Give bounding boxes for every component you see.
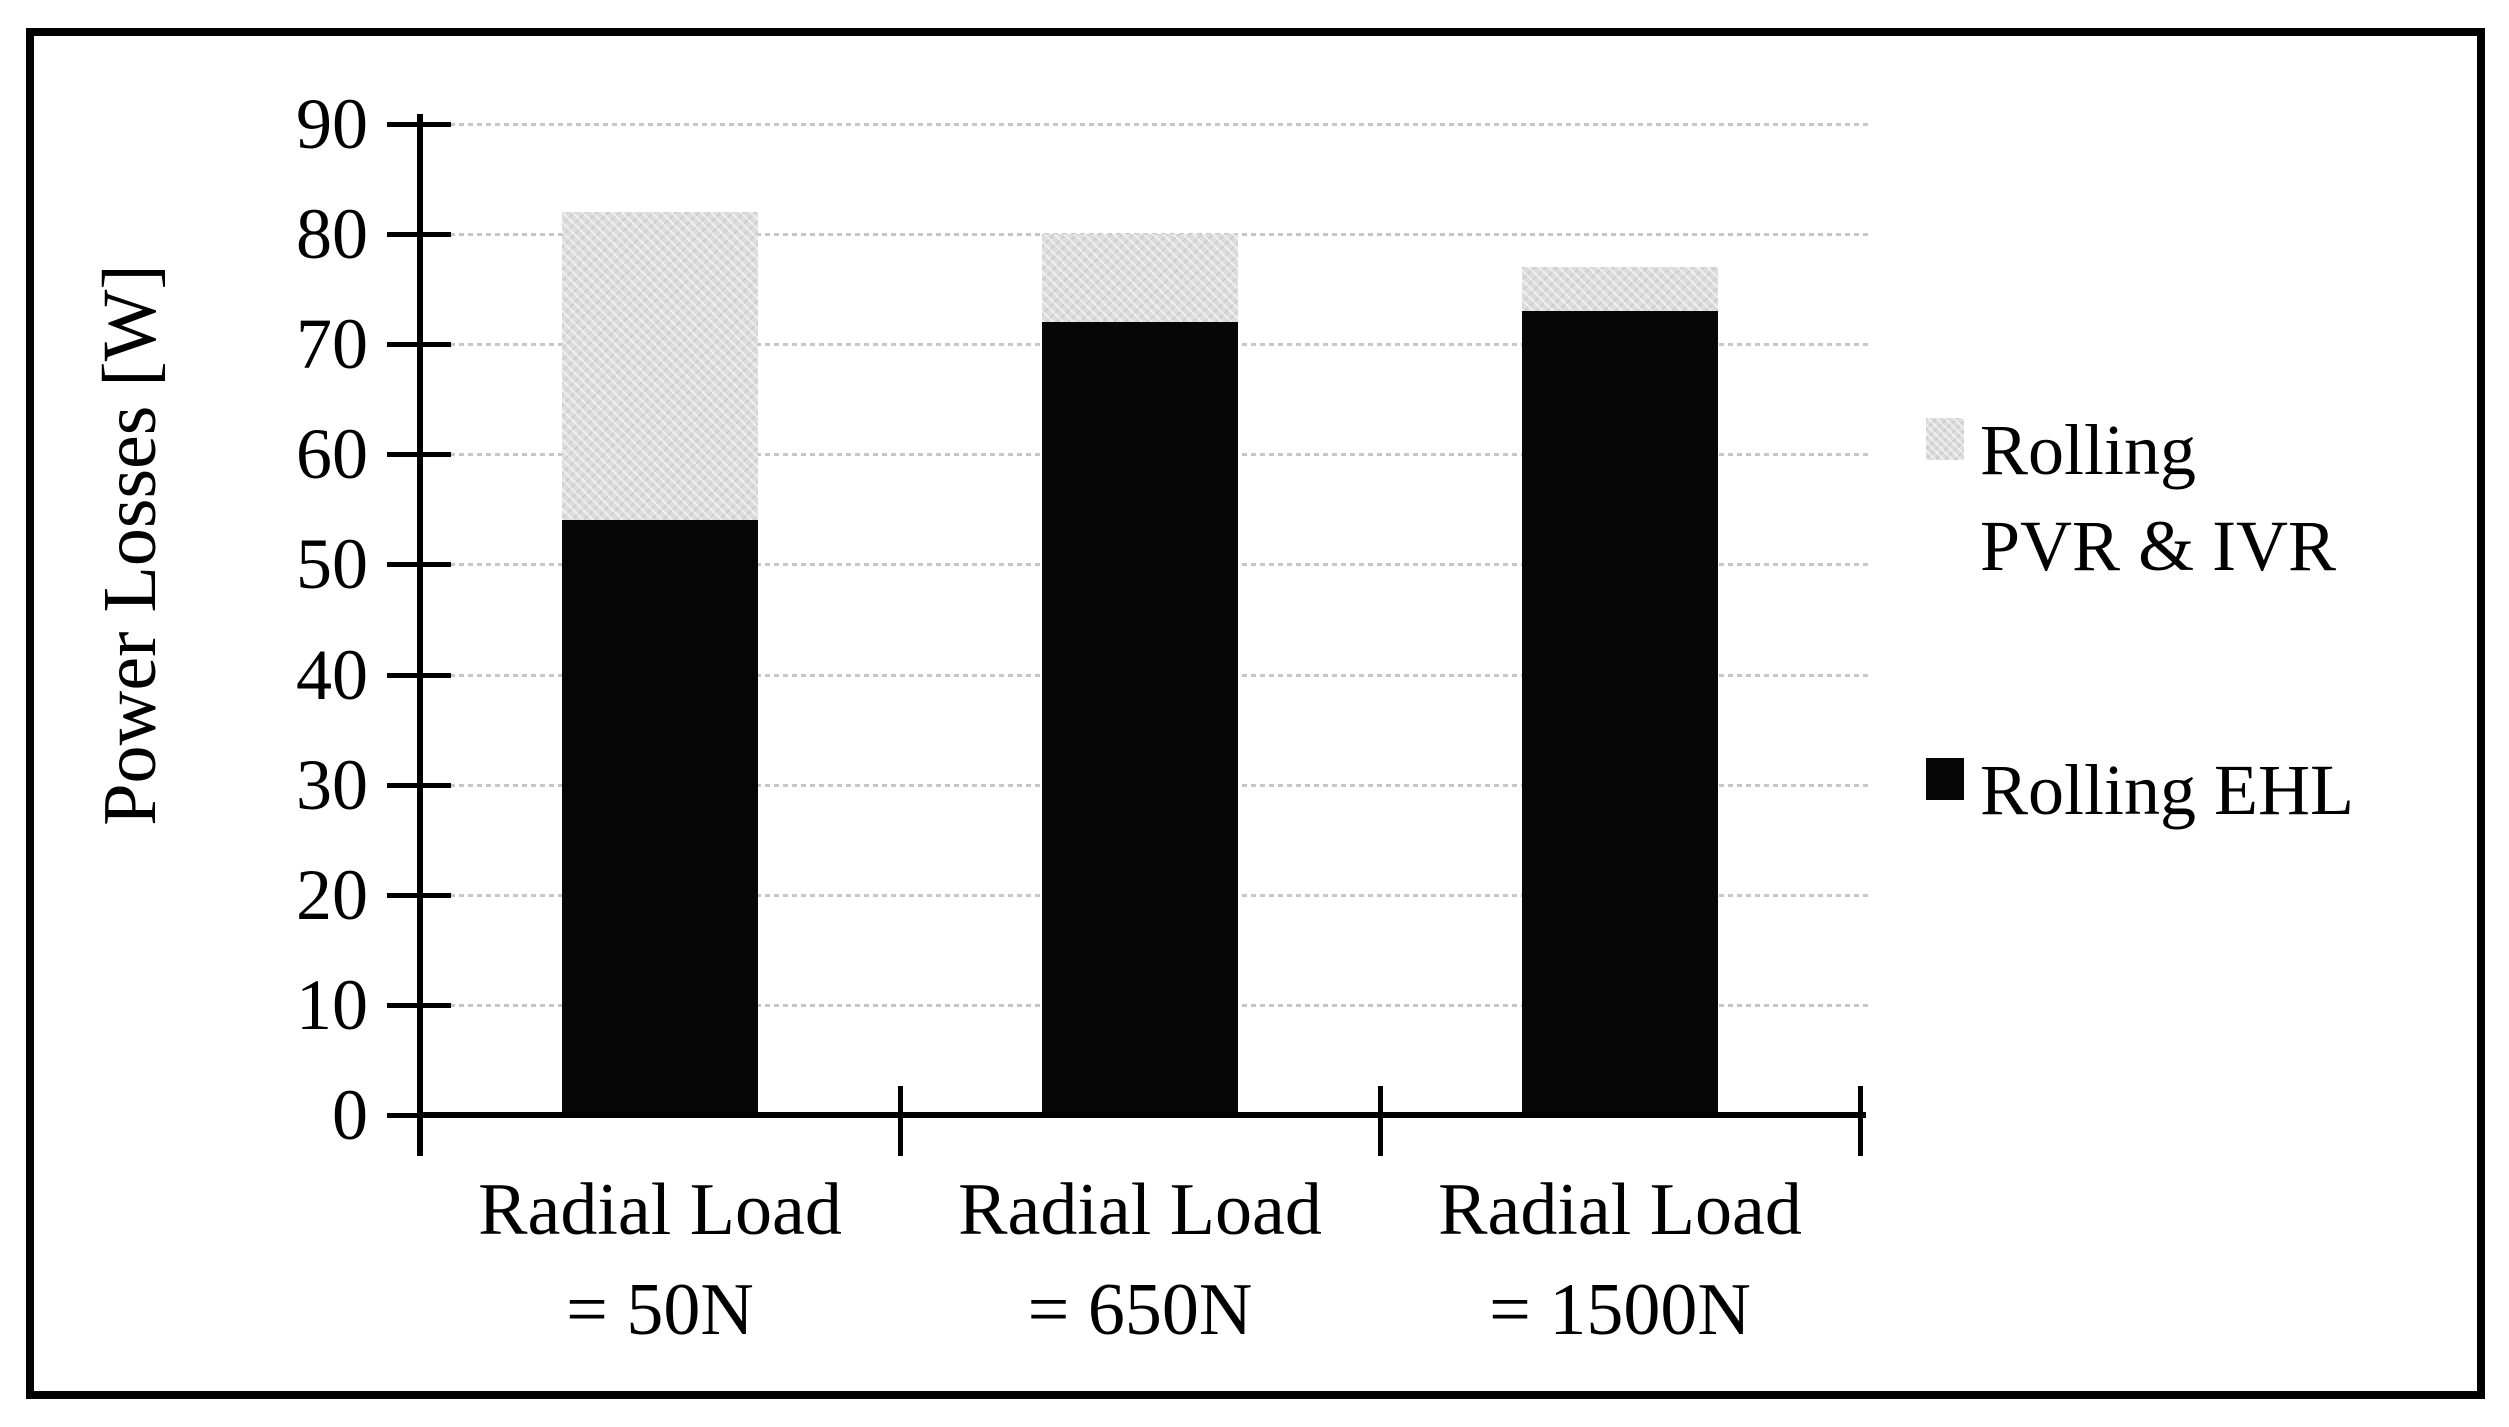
bar-segment-rolling-ehl [1522,311,1718,1115]
x-tick [418,1086,423,1156]
y-axis-line [417,114,423,1156]
y-tick-label: 10 [296,965,368,1045]
bar-segment-rolling-ehl [562,520,758,1115]
legend-item-rolling-pvr-ivr: Rolling PVR & IVR [1926,402,2336,594]
y-tick-label: 0 [332,1075,368,1155]
y-tick [387,452,451,457]
y-tick [387,673,451,678]
x-tick [898,1086,903,1156]
legend-label-rolling-ehl: Rolling EHL [1980,750,2354,830]
y-tick-label: 70 [296,304,368,384]
y-tick [387,783,451,788]
y-tick-label: 20 [296,855,368,935]
bar-segment-rolling-pvr-ivr [1522,267,1718,311]
x-tick [1378,1086,1383,1156]
y-tick-label: 50 [296,524,368,604]
bar-segment-rolling-pvr-ivr [1042,234,1238,322]
y-tick-label: 80 [296,194,368,274]
y-tick [387,232,451,237]
gridline [423,123,1871,126]
y-tick [387,893,451,898]
x-axis-line [417,1112,1866,1118]
y-tick-label: 40 [296,635,368,715]
legend-label-rolling-pvr-ivr: Rolling PVR & IVR [1980,410,2337,586]
y-tick-label: 90 [296,84,368,164]
x-tick [1858,1086,1863,1156]
legend-item-rolling-ehl: Rolling EHL [1926,742,2354,838]
bar-segment-rolling-pvr-ivr [562,212,758,520]
legend-swatch-rolling-ehl-icon [1926,758,1964,800]
x-category-label: Radial Load = 50N [478,1169,842,1351]
y-tick [387,1003,451,1008]
y-tick [387,122,451,127]
y-tick-label: 30 [296,745,368,825]
legend-swatch-rolling-pvr-ivr-icon [1926,418,1964,460]
figure-border [26,28,2485,1399]
x-category-label: Radial Load = 1500N [1438,1169,1802,1351]
x-category-label: Radial Load = 650N [958,1169,1322,1351]
bar-segment-rolling-ehl [1042,322,1238,1115]
y-tick-label: 60 [296,414,368,494]
y-tick [387,562,451,567]
y-tick [387,342,451,347]
